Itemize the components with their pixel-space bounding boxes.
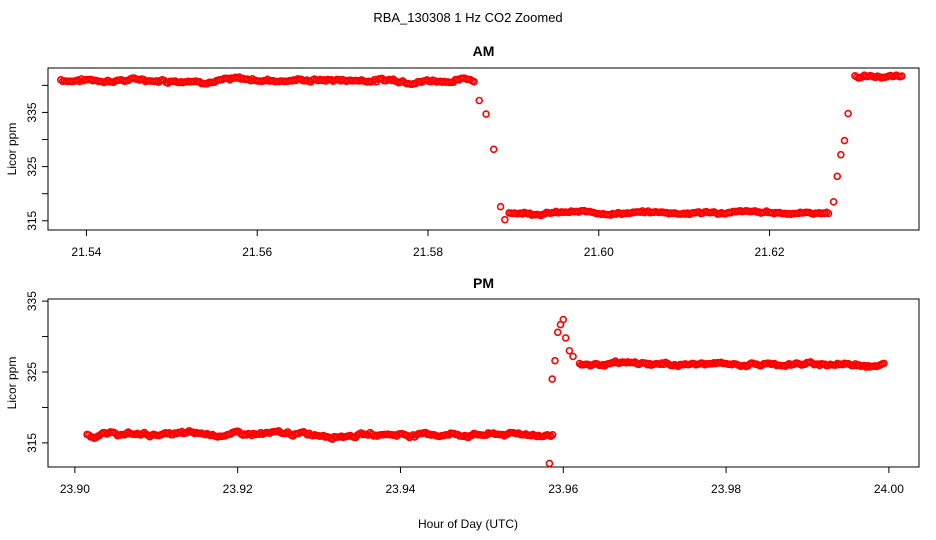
y-tick-label: 315 [25,210,39,230]
x-tick-label: 23.94 [385,482,415,496]
am-panel: AM Licor ppm 315 325 335 21.54 21.56 21.58 21.60… [5,43,920,259]
y-tick-label: 335 [25,102,39,122]
x-tick-label: 23.92 [223,482,253,496]
data-point [551,356,559,365]
data-point [475,96,484,105]
data-point [545,459,554,468]
data-point [829,198,838,206]
data-point [548,375,557,383]
data-point [569,352,577,361]
x-axis-label: Hour of Day (UTC) [418,517,518,531]
y-axis-label: Licor ppm [5,123,19,176]
data-point [837,150,845,159]
pm-panel: PM Licor ppm 315 325 335 23.90 23.92 23.94 23.96… [5,275,920,496]
x-tick-label: 23.96 [548,482,578,496]
data-point [501,215,509,224]
x-tick-label: 21.58 [413,245,443,259]
y-tick-label: 325 [25,362,39,382]
x-tick-label: 23.90 [60,482,90,496]
plot-frame [47,67,920,231]
y-tick-label: 315 [25,433,39,453]
data-point [833,172,842,181]
plot-frame [47,298,920,468]
y-axis-label: Licor ppm [5,357,19,410]
data-point [496,202,505,211]
data-point [844,109,852,118]
data-point [559,315,568,324]
data-point [489,145,498,154]
y-tick-label: 335 [25,291,39,311]
data-point [470,77,478,86]
y-tick-label: 325 [25,156,39,176]
x-tick-label: 21.62 [755,245,785,259]
panel-title: AM [473,43,495,59]
data-point [880,359,888,368]
data-point [898,72,906,80]
data-point [840,136,849,145]
data-point [482,110,490,118]
x-tick-label: 21.56 [242,245,272,259]
x-tick-label: 24.00 [874,482,904,496]
data-point [553,328,562,337]
data-point [824,209,833,218]
panel-title: PM [473,275,494,291]
x-tick-label: 21.60 [584,245,614,259]
data-point [561,334,570,342]
figure-title: RBA_130308 1 Hz CO2 Zoomed [373,10,562,25]
data-point [548,430,557,439]
x-tick-label: 21.54 [71,245,101,259]
data-point [565,346,574,355]
x-tick-label: 23.98 [711,482,741,496]
